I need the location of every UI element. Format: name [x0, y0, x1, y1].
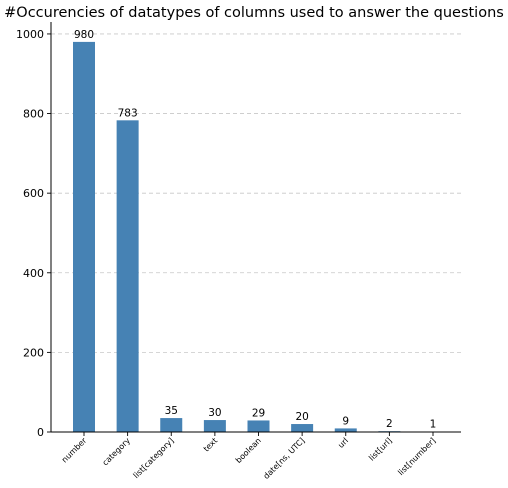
data-label: 783 — [118, 107, 138, 119]
grid-lines — [51, 33, 461, 353]
bar-url — [334, 428, 357, 432]
x-tick-label: text — [202, 436, 220, 454]
y-tick-label: 200 — [23, 346, 44, 359]
bars — [73, 41, 444, 433]
data-label: 980 — [74, 29, 94, 41]
x-tick-label: list[category] — [132, 436, 176, 480]
data-label: 9 — [342, 415, 349, 427]
x-tick-label: date[ns, UTC] — [262, 436, 307, 481]
data-label: 2 — [386, 418, 393, 430]
x-tick-label: boolean — [234, 436, 263, 465]
data-label: 35 — [165, 405, 178, 417]
x-tick-label: url — [336, 436, 350, 450]
y-tick-label: 1000 — [16, 28, 44, 41]
bar-category — [116, 120, 139, 433]
bar-boolean — [247, 420, 270, 432]
data-label: 30 — [208, 407, 221, 419]
bar-text — [203, 420, 226, 432]
bar-list[category] — [160, 418, 183, 432]
bar-date[ns, UTC] — [291, 424, 314, 432]
x-tick-label: category — [101, 436, 133, 468]
data-label: 20 — [295, 411, 308, 423]
x-tick-label: list[number] — [396, 436, 437, 477]
y-tick-label: 800 — [23, 108, 44, 121]
y-tick-label: 0 — [37, 426, 44, 439]
chart-title: #Occurencies of datatypes of columns use… — [4, 5, 504, 21]
data-label: 1 — [430, 419, 437, 431]
bar-number — [73, 41, 95, 432]
x-tick-label: number — [60, 436, 89, 465]
y-tick-label: 400 — [23, 267, 44, 280]
data-label: 29 — [252, 407, 265, 419]
y-tick-label: 600 — [23, 187, 44, 200]
axes — [47, 22, 461, 436]
x-tick-label: list[url] — [367, 436, 394, 463]
